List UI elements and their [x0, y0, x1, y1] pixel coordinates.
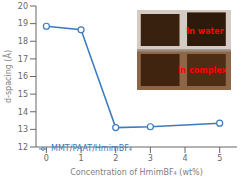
svg-text:19: 19 — [18, 19, 28, 28]
svg-text:In complex: In complex — [177, 66, 227, 75]
svg-text:5: 5 — [217, 154, 222, 163]
svg-text:15: 15 — [18, 90, 28, 99]
html-text:MMT/PAAT/HmimBF₄: MMT/PAAT/HmimBF₄ — [51, 144, 132, 153]
svg-text:17: 17 — [18, 55, 28, 64]
svg-text:0: 0 — [44, 154, 49, 163]
svg-text:13: 13 — [18, 125, 28, 134]
svg-text:12: 12 — [18, 143, 28, 152]
svg-text:2: 2 — [113, 154, 118, 163]
svg-text:1: 1 — [79, 154, 84, 163]
svg-text:16: 16 — [18, 72, 28, 81]
svg-text:4: 4 — [182, 154, 187, 163]
svg-text:In water: In water — [186, 27, 223, 36]
svg-text:14: 14 — [18, 108, 28, 117]
svg-text:3: 3 — [148, 154, 153, 163]
svg-text:18: 18 — [18, 37, 28, 46]
svg-text:d-spacing (Å): d-spacing (Å) — [8, 50, 13, 103]
svg-text:20: 20 — [18, 2, 28, 11]
svg-text:Concentration of HmimBF₄ (wt%): Concentration of HmimBF₄ (wt%) — [70, 168, 203, 177]
